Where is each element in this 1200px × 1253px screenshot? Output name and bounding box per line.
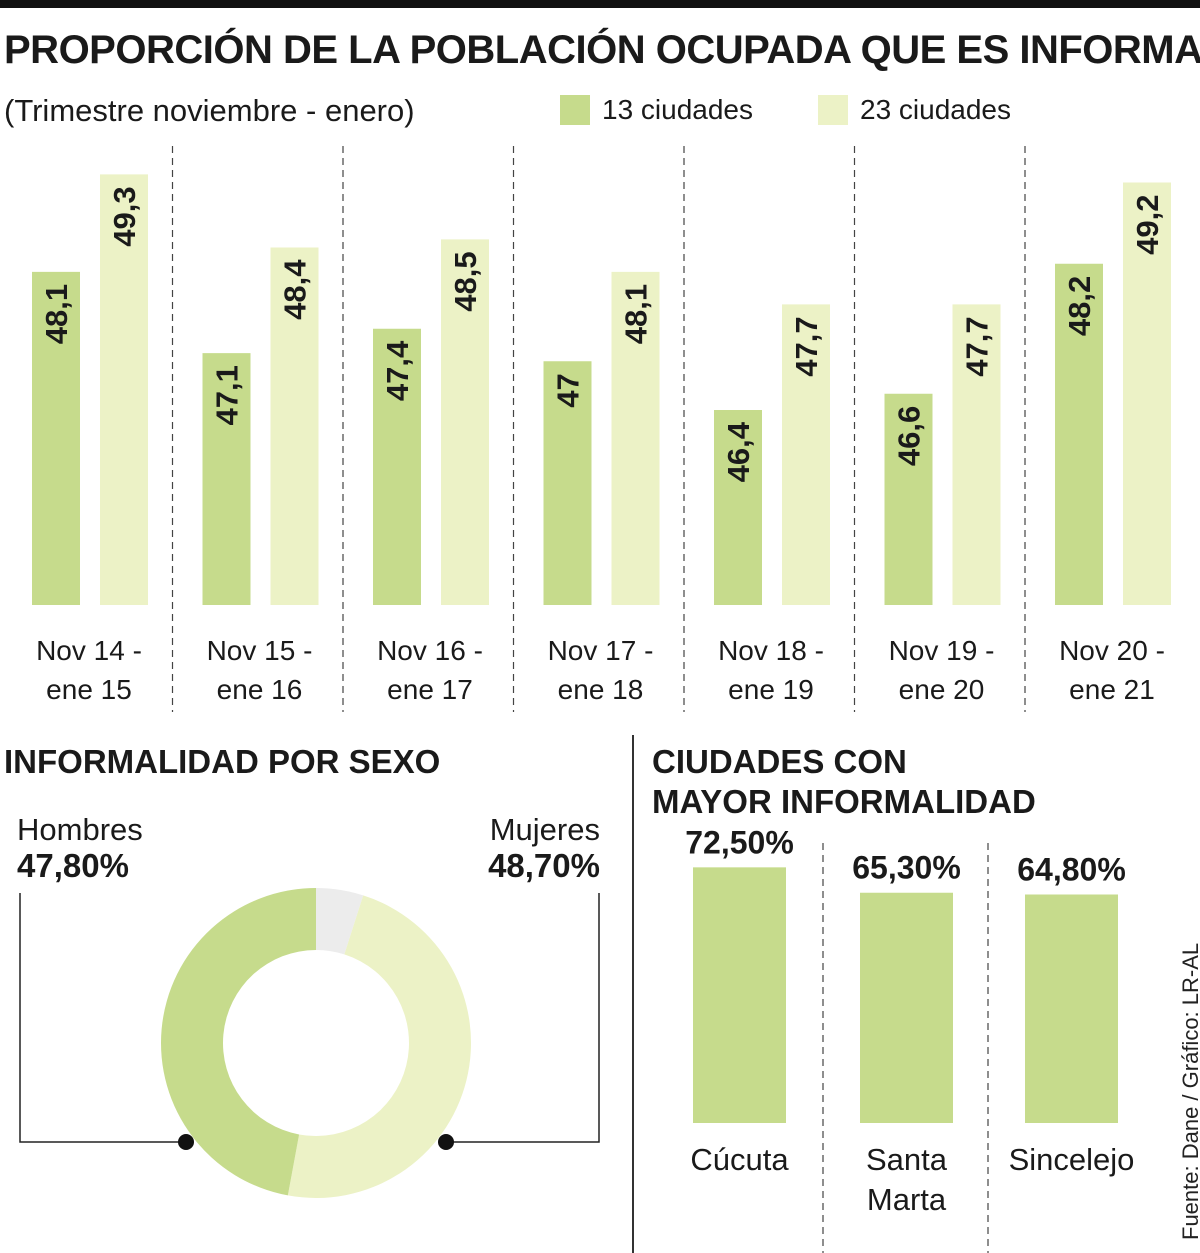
category-label-7-line-2: ene 21 — [1069, 674, 1155, 705]
leader-line-mujeres — [446, 893, 600, 1143]
category-label-7-line-1: Nov 20 - — [1059, 635, 1165, 666]
bar-value-label-13-3: 47,4 — [380, 340, 415, 401]
donut-slice-hombres — [160, 888, 316, 1196]
bar-value-label-23-6: 47,7 — [960, 316, 995, 376]
city-category-label-2-line-2: Marta — [867, 1182, 947, 1217]
cities-section-title-line2: MAYOR INFORMALIDAD — [652, 783, 1036, 820]
bar-value-label-23-5: 47,7 — [789, 316, 824, 376]
donut-slice-mujeres — [287, 895, 472, 1198]
chart-title: PROPORCIÓN DE LA POBLACIÓN OCUPADA QUE E… — [4, 28, 1200, 72]
bar-23-ciudades-3 — [441, 239, 489, 605]
bar-13-ciudades-1 — [32, 271, 80, 605]
legend-swatch-13-ciudades — [560, 95, 590, 125]
bar-13-ciudades-4 — [543, 361, 592, 605]
chart-subtitle: (Trimestre noviembre - enero) — [4, 93, 415, 128]
legend-item-13-ciudades: 13 ciudades — [560, 94, 754, 125]
bar-value-label-23-1: 49,3 — [107, 186, 142, 246]
bar-value-label-13-4: 47 — [551, 373, 586, 407]
bar-value-label-13-1: 48,1 — [39, 284, 74, 344]
category-label-1-line-2: ene 15 — [46, 674, 132, 705]
city-value-label-2: 65,30% — [852, 850, 961, 886]
bar-13-ciudades-6 — [884, 393, 933, 605]
pie-label-mujeres: Mujeres 48,70% — [488, 812, 600, 884]
bar-value-label-23-7: 49,2 — [1130, 195, 1165, 255]
category-label-3-line-1: Nov 16 - — [377, 635, 483, 666]
cities-section-title-line1: CIUDADES CON — [652, 743, 907, 780]
category-label-5-line-2: ene 19 — [728, 674, 814, 705]
city-bar-3 — [1025, 894, 1118, 1123]
bar-23-ciudades-2 — [270, 247, 319, 605]
pie-label-hombres: Hombres 47,80% — [17, 812, 143, 884]
category-label-2-line-1: Nov 15 - — [207, 635, 313, 666]
bar-value-label-23-3: 48,5 — [448, 251, 483, 311]
source-note: Fuente: Dane / Gráfico: LR-AL — [1178, 942, 1200, 1240]
top-rule — [0, 0, 1200, 8]
category-label-4-line-2: ene 18 — [558, 674, 644, 705]
bar-13-ciudades-7 — [1055, 263, 1103, 605]
pie-label-mujeres-value: 48,70% — [488, 847, 600, 884]
category-label-3-line-2: ene 17 — [387, 674, 473, 705]
bar-23-ciudades-4 — [611, 271, 660, 605]
bar-13-ciudades-2 — [202, 353, 251, 605]
bar-23-ciudades-5 — [782, 304, 830, 605]
bar-value-label-13-6: 46,6 — [892, 406, 927, 466]
pie-label-mujeres-name: Mujeres — [489, 812, 600, 847]
legend-item-23-ciudades: 23 ciudades — [818, 94, 1012, 125]
bar-value-label-13-2: 47,1 — [210, 365, 245, 425]
leader-dot-mujeres — [438, 1134, 454, 1150]
leader-dot-hombres — [178, 1134, 194, 1150]
city-bar-1 — [693, 867, 786, 1123]
bar-value-label-13-7: 48,2 — [1062, 276, 1097, 336]
bar-value-label-13-5: 46,4 — [721, 421, 756, 482]
leader-line-hombres — [19, 893, 186, 1143]
bar-23-ciudades-7 — [1123, 182, 1171, 605]
bar-value-label-23-4: 48,1 — [619, 284, 654, 344]
bar-value-label-23-2: 48,4 — [278, 259, 313, 320]
city-value-label-1: 72,50% — [685, 824, 794, 860]
category-label-6-line-2: ene 20 — [899, 674, 985, 705]
category-label-2-line-2: ene 16 — [217, 674, 303, 705]
donut-slice-remainder — [316, 888, 364, 955]
category-label-4-line-1: Nov 17 - — [548, 635, 654, 666]
pie-label-hombres-name: Hombres — [17, 812, 143, 847]
bar-13-ciudades-5 — [714, 410, 762, 605]
bar-13-ciudades-3 — [373, 328, 421, 605]
city-category-label-2-line-1: Santa — [866, 1142, 948, 1177]
city-category-label-1-line-1: Cúcuta — [690, 1142, 789, 1177]
legend-swatch-23-ciudades — [818, 95, 848, 125]
legend-label-23-ciudades: 23 ciudades — [860, 94, 1012, 125]
sex-section-title: INFORMALIDAD POR SEXO — [4, 743, 441, 780]
pie-label-hombres-value: 47,80% — [17, 847, 129, 884]
category-label-5-line-1: Nov 18 - — [718, 635, 824, 666]
city-bar-2 — [860, 892, 953, 1123]
legend-label-13-ciudades: 13 ciudades — [602, 94, 754, 125]
city-value-label-3: 64,80% — [1017, 851, 1126, 887]
city-category-label-3-line-1: Sincelejo — [1009, 1142, 1135, 1177]
category-label-1-line-1: Nov 14 - — [36, 635, 142, 666]
category-label-6-line-1: Nov 19 - — [889, 635, 995, 666]
bar-23-ciudades-1 — [100, 174, 148, 605]
bar-23-ciudades-6 — [952, 304, 1001, 605]
